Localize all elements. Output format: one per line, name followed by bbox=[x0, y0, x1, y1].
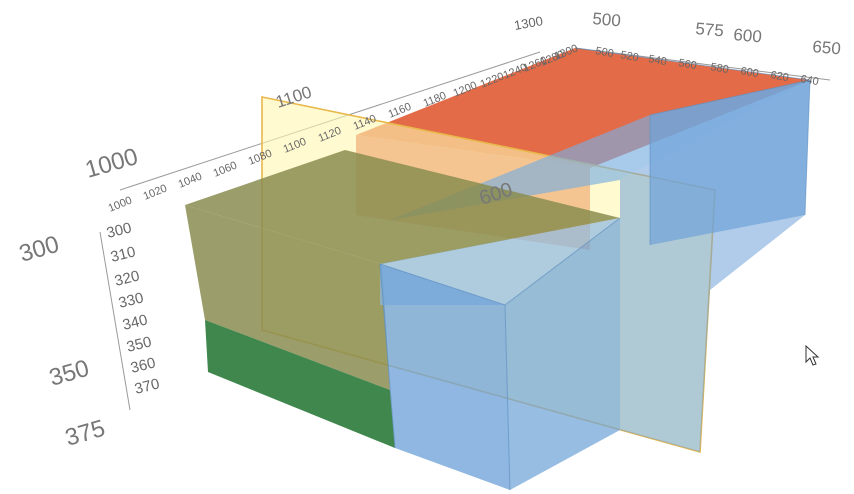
mouse-pointer-icon bbox=[805, 344, 820, 366]
y-tick: 330 bbox=[117, 289, 145, 312]
blue-front-front-face bbox=[380, 264, 510, 490]
green-box-bottom-face bbox=[205, 320, 395, 448]
olive-box-front-face bbox=[185, 205, 390, 390]
z-tick: 640 bbox=[799, 73, 819, 88]
z-tick: 500 bbox=[594, 45, 614, 60]
y-major-label: 350 bbox=[46, 355, 92, 392]
y-tick: 350 bbox=[125, 333, 153, 356]
y-tick: 300 bbox=[105, 219, 133, 242]
y-tick: 360 bbox=[129, 354, 157, 377]
y-tick: 370 bbox=[133, 375, 161, 398]
y-axis-small-ticks: 300 310 320 330 340 350 360 370 bbox=[105, 219, 161, 398]
x-major-label: 1000 bbox=[82, 143, 141, 184]
z-axis-small-ticks: 500 520 540 560 580 600 620 640 bbox=[594, 45, 819, 88]
z-major-label: 600 bbox=[733, 25, 763, 46]
y-tick: 320 bbox=[113, 267, 141, 290]
blue-box-front[interactable] bbox=[379, 217, 621, 491]
blue-front-edges bbox=[379, 217, 621, 491]
z-tick: 540 bbox=[647, 53, 667, 68]
z-tick: 560 bbox=[677, 57, 697, 72]
x-tick: 1060 bbox=[212, 159, 239, 179]
blue-long-edges bbox=[574, 47, 811, 245]
z-major-label: 500 bbox=[592, 9, 622, 30]
z-major-label: 575 bbox=[695, 19, 725, 40]
red-box-top-face bbox=[356, 48, 810, 168]
x-tick: 1040 bbox=[177, 170, 204, 190]
z-tick: 580 bbox=[709, 61, 729, 76]
z-major-label: 650 bbox=[812, 37, 842, 58]
y-major-label: 300 bbox=[16, 231, 62, 268]
blue-front-side-face bbox=[505, 218, 620, 490]
y-tick: 340 bbox=[121, 311, 149, 334]
olive-box-top-face bbox=[185, 150, 620, 264]
x-major-label: 1300 bbox=[513, 13, 544, 33]
y-axis-major-labels: 300 350 375 bbox=[16, 231, 108, 452]
z-tick: 600 bbox=[739, 65, 759, 80]
y-axis-line bbox=[99, 231, 131, 411]
x-tick: 1020 bbox=[142, 182, 169, 202]
y-major-label: 375 bbox=[62, 415, 108, 452]
blue-long-side-face bbox=[620, 80, 810, 452]
z-tick: 620 bbox=[769, 69, 789, 84]
blue-box-long[interactable] bbox=[390, 47, 811, 452]
z-tick: 520 bbox=[619, 49, 639, 64]
y-tick: 310 bbox=[109, 243, 137, 266]
olive-box[interactable] bbox=[185, 150, 620, 448]
x-tick: 1000 bbox=[107, 194, 134, 214]
z-axis-major-labels: 500 575 600 650 bbox=[592, 9, 842, 58]
